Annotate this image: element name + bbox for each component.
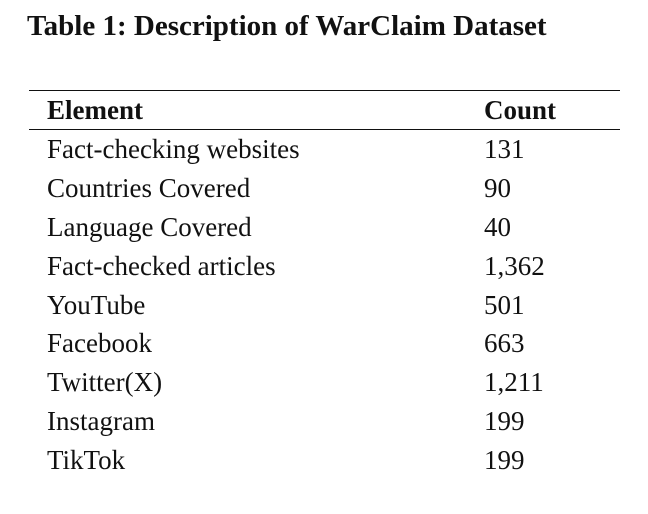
element-cell: Language Covered [47, 211, 252, 242]
header-count: Count [484, 95, 557, 125]
count-cell: 1,211 [484, 367, 544, 398]
count-cell: 199 [484, 444, 525, 475]
table-row: Fact-checking websites 131 [29, 130, 620, 169]
table-row: Facebook 663 [29, 324, 620, 363]
table-row: TikTok 199 [29, 440, 620, 479]
table-body: Fact-checking websites 131 Countries Cov… [29, 130, 620, 480]
element-cell: YouTube [47, 289, 146, 320]
dataset-table: Element Count Fact-checking websites 131… [29, 90, 620, 479]
element-cell: Instagram [47, 405, 155, 436]
table-row: Fact-checked articles 1,362 [29, 246, 620, 285]
element-cell: Fact-checked articles [47, 250, 276, 281]
count-cell: 663 [484, 328, 525, 359]
table-row: Language Covered 40 [29, 208, 620, 247]
count-cell: 40 [484, 211, 511, 242]
count-cell: 90 [484, 173, 511, 204]
element-cell: Fact-checking websites [47, 134, 300, 165]
table-header: Element Count [29, 90, 620, 130]
element-cell: Twitter(X) [47, 367, 163, 398]
header-row: Element Count [29, 90, 620, 130]
table-row: Instagram 199 [29, 402, 620, 441]
count-cell: 1,362 [484, 250, 545, 281]
count-cell: 131 [484, 134, 525, 165]
element-cell: Facebook [47, 328, 152, 359]
count-cell: 199 [484, 405, 525, 436]
table-row: Countries Covered 90 [29, 169, 620, 208]
element-cell: Countries Covered [47, 173, 251, 204]
element-cell: TikTok [47, 444, 126, 475]
header-element: Element [47, 95, 143, 125]
dataset-table-container: Element Count Fact-checking websites 131… [29, 90, 620, 479]
count-cell: 501 [484, 289, 525, 320]
table-row: Twitter(X) 1,211 [29, 363, 620, 402]
table-caption: Table 1: Description of WarClaim Dataset [27, 10, 547, 42]
table-row: YouTube 501 [29, 285, 620, 324]
